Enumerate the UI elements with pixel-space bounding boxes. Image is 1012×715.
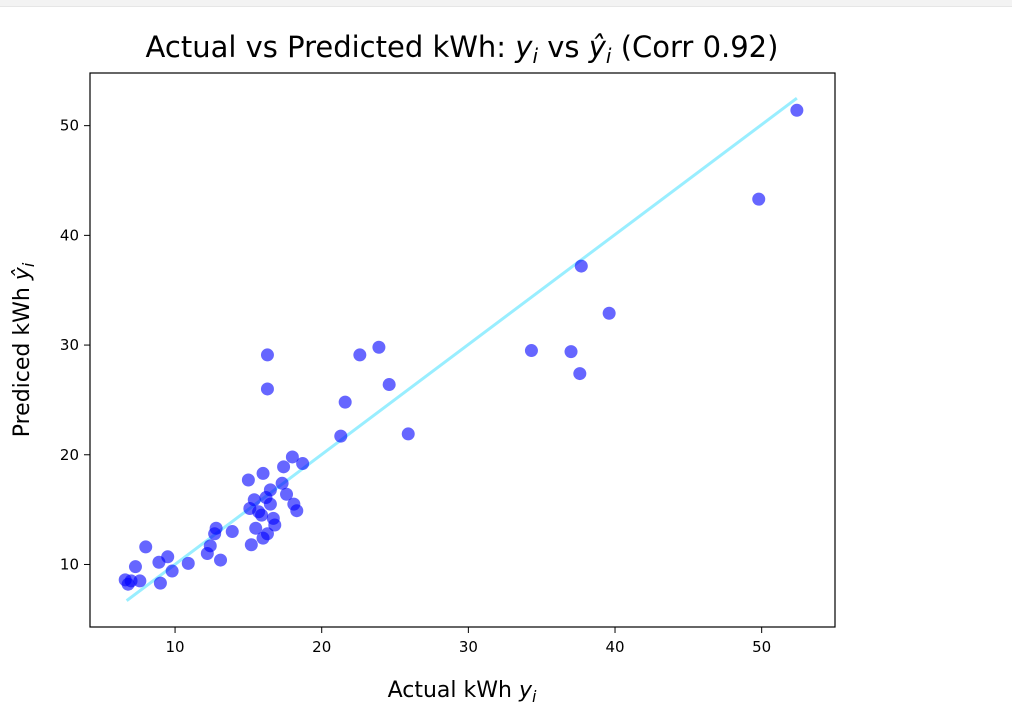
y-tick-label: 20 <box>60 446 79 464</box>
scatter-point <box>241 473 255 487</box>
scatter-point <box>214 553 228 567</box>
chart-title: Actual vs Predicted kWh: yi vs ŷi (Corr … <box>146 30 779 68</box>
scatter-point <box>268 518 282 532</box>
scatter-point <box>256 466 270 480</box>
scatter-point <box>752 192 766 206</box>
scatter-point <box>790 103 804 117</box>
y-tick-label: 50 <box>60 117 79 135</box>
y-tick-label: 10 <box>60 555 79 573</box>
scatter-point <box>260 527 274 541</box>
scatter-point <box>255 508 269 522</box>
scatter-point <box>290 504 304 518</box>
x-axis-label: Actual kWh yi <box>388 678 537 706</box>
scatter-point <box>334 429 348 443</box>
y-tick-label: 40 <box>60 226 79 244</box>
window-top-strip <box>0 0 1012 7</box>
scatter-point <box>260 382 274 396</box>
scatter-point <box>139 540 153 554</box>
scatter-point <box>181 556 195 570</box>
scatter-point <box>296 457 310 471</box>
axis-ticks: 10 20 30 40 50 10 20 30 40 50 <box>60 117 771 656</box>
scatter-point <box>153 576 167 590</box>
scatter-point <box>203 539 217 553</box>
y-tick-label: 30 <box>60 336 79 354</box>
scatter-point <box>277 460 291 474</box>
scatter-point <box>574 259 588 273</box>
x-tick-label: 10 <box>166 638 185 656</box>
scatter-point <box>263 497 277 511</box>
x-tick-label: 30 <box>459 638 478 656</box>
scatter-point <box>280 487 294 501</box>
y-axis-label: Prediced kWh ŷi <box>10 262 38 437</box>
x-tick-label: 50 <box>752 638 771 656</box>
scatter-point <box>247 493 261 507</box>
scatter-point <box>564 345 578 359</box>
scatter-point <box>573 367 587 381</box>
scatter-point <box>338 395 352 409</box>
fit-line <box>125 97 798 602</box>
data-points <box>118 103 804 591</box>
scatter-point <box>128 560 142 574</box>
scatter-point <box>263 483 277 497</box>
scatter-point <box>260 348 274 362</box>
x-tick-label: 40 <box>605 638 624 656</box>
scatter-point <box>209 521 223 535</box>
scatter-point <box>244 538 258 552</box>
scatter-point <box>161 550 175 564</box>
scatter-point <box>524 344 538 358</box>
scatter-point <box>372 340 386 354</box>
scatter-point <box>165 564 179 578</box>
scatter-point <box>382 378 396 392</box>
x-tick-label: 20 <box>312 638 331 656</box>
scatter-point <box>249 521 263 535</box>
scatter-point <box>225 525 239 539</box>
scatter-point <box>602 306 616 320</box>
scatter-point <box>285 450 299 464</box>
scatter-point <box>275 476 289 490</box>
scatter-point <box>401 427 415 441</box>
fit-line-segment <box>125 97 798 602</box>
scatter-point <box>133 574 147 588</box>
scatter-point <box>353 348 367 362</box>
